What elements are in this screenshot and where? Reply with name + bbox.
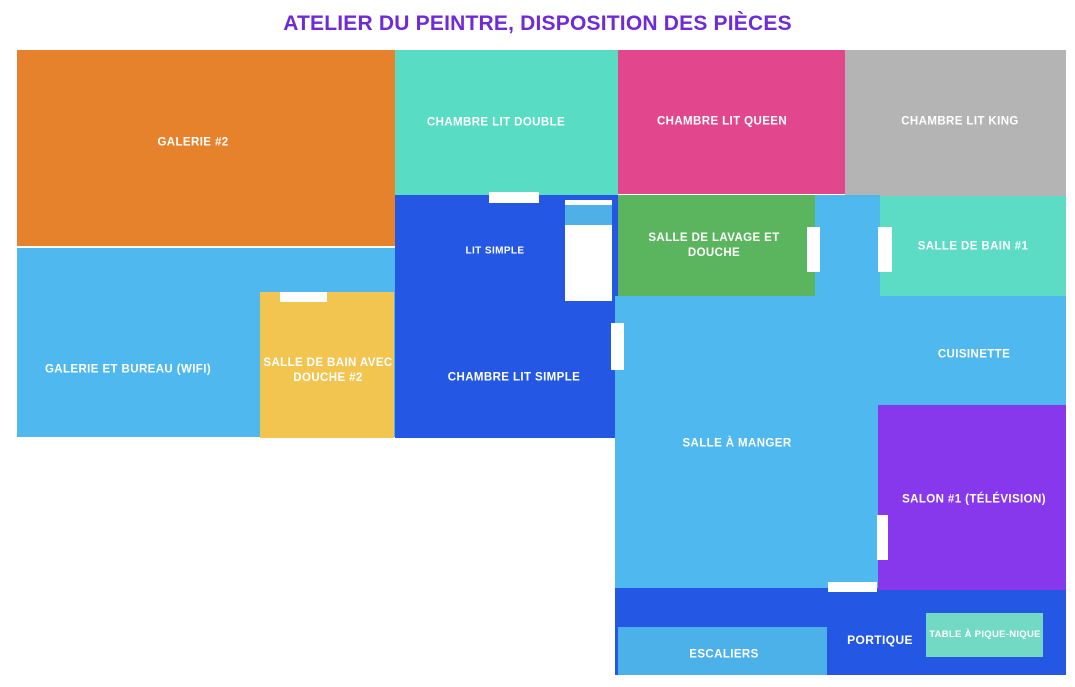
room-salle-a-manger — [615, 296, 878, 588]
room-galerie-2 — [17, 50, 395, 246]
label-salle-de-bain-1: SALLE DE BAIN #1 — [917, 240, 1029, 253]
room-chambre-lit-double — [395, 50, 618, 195]
door-salle-a-manger — [828, 582, 877, 592]
page-title: ATELIER DU PEINTRE, DISPOSITION DES PIÈC… — [283, 12, 792, 35]
label-galerie-et-bureau: GALERIE ET BUREAU (WIFI) — [44, 363, 212, 376]
label-cuisinette: CUISINETTE — [937, 348, 1011, 361]
label-chambre-lit-queen: CHAMBRE LIT QUEEN — [656, 115, 788, 128]
room-escaliers — [618, 627, 827, 675]
room-salle-lavage-douche — [618, 195, 815, 296]
label-portique: PORTIQUE — [847, 633, 913, 648]
label-salle-bain-douche-2: SALLE DE BAIN AVEC DOUCHE #2 — [263, 357, 393, 384]
label-chambre-lit-simple: CHAMBRE LIT SIMPLE — [447, 371, 581, 384]
room-chambre-lit-king — [845, 50, 1066, 196]
door-salle-lavage — [807, 227, 820, 272]
room-salon-1 — [878, 405, 1066, 590]
door-salon-1 — [877, 515, 888, 560]
room-chambre-lit-queen — [618, 50, 845, 194]
label-salle-lavage-douche: SALLE DE LAVAGE ET DOUCHE — [648, 232, 780, 259]
room-salle-de-bain-1 — [880, 196, 1066, 296]
label-lit-simple: LIT SIMPLE — [465, 245, 525, 257]
door-chambre-lit-simple — [611, 323, 624, 370]
label-chambre-lit-double: CHAMBRE LIT DOUBLE — [426, 116, 566, 129]
label-galerie-2: GALERIE #2 — [157, 136, 229, 149]
door-salle-bain-2 — [280, 292, 327, 302]
bed-pillow — [565, 205, 612, 225]
room-salle-bain-douche-2 — [260, 292, 394, 438]
room-cuisinette — [878, 296, 1066, 406]
hallway — [815, 195, 880, 296]
label-salle-a-manger: SALLE À MANGER — [682, 437, 792, 450]
label-table-pique-nique: TABLE À PIQUE-NIQUE — [929, 628, 1041, 640]
label-escaliers: ESCALIERS — [689, 648, 759, 661]
label-salon-1: SALON #1 (TÉLÉVISION) — [902, 493, 1046, 506]
room-table-pique-nique — [926, 613, 1043, 657]
label-chambre-lit-king: CHAMBRE LIT KING — [901, 115, 1019, 128]
door-salle-bain-1 — [878, 227, 892, 272]
door-chambre-lit-double — [489, 192, 539, 203]
